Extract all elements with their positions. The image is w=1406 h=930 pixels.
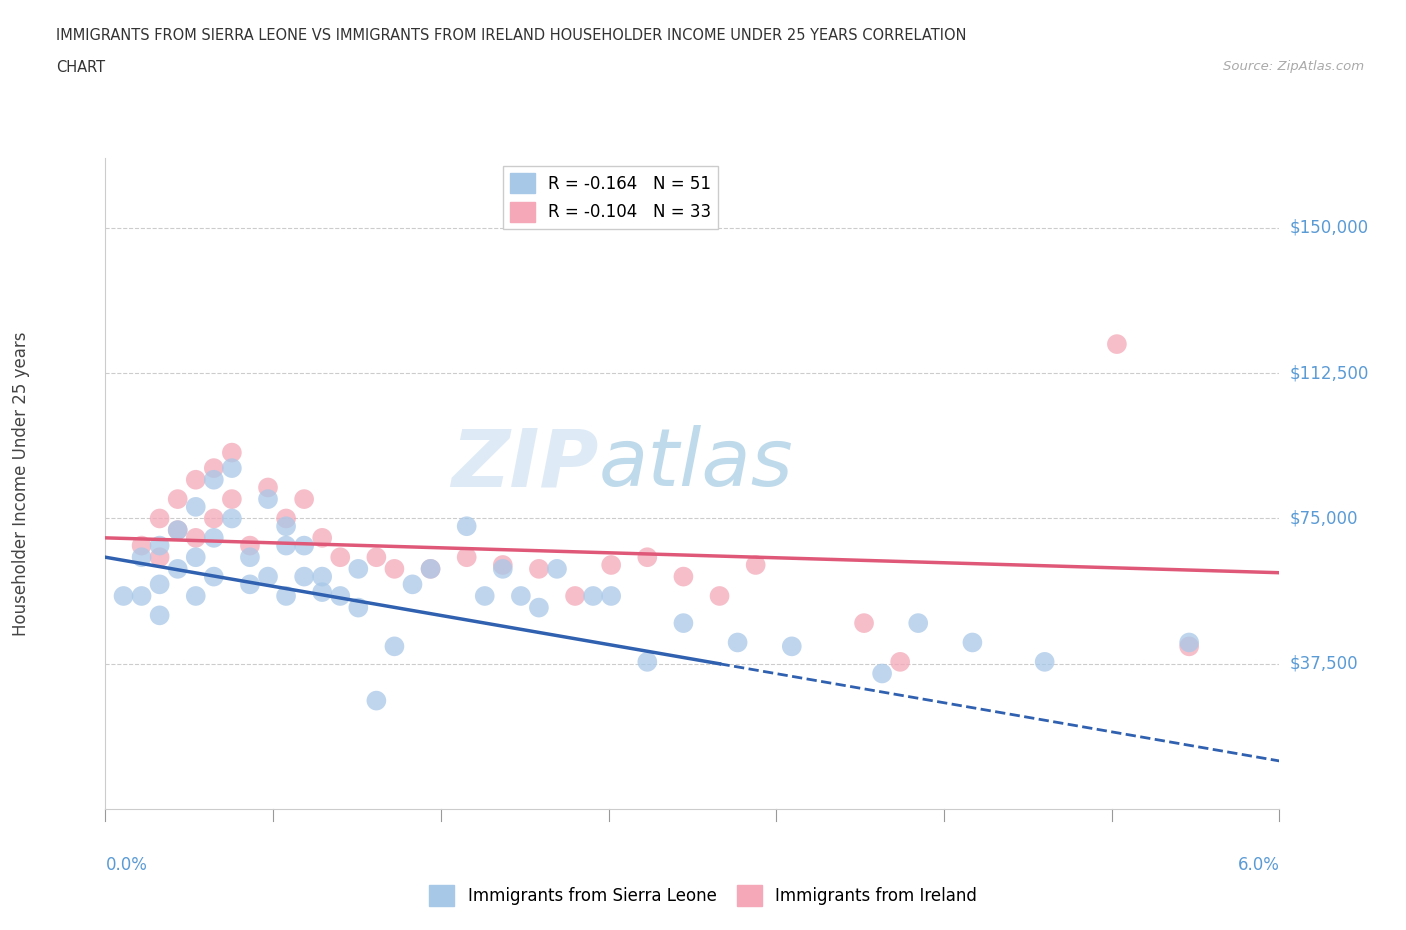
Point — [419, 562, 441, 577]
Point — [366, 693, 388, 708]
Point — [149, 538, 172, 553]
Point — [672, 569, 695, 584]
Point — [166, 523, 188, 538]
Legend: Immigrants from Sierra Leone, Immigrants from Ireland: Immigrants from Sierra Leone, Immigrants… — [423, 879, 983, 912]
Point — [184, 589, 207, 604]
Point — [564, 589, 586, 604]
Point — [221, 492, 243, 507]
Point — [274, 538, 297, 553]
Point — [600, 589, 623, 604]
Point — [780, 639, 803, 654]
Point — [149, 608, 172, 623]
Point — [384, 639, 406, 654]
Text: $112,500: $112,500 — [1289, 365, 1368, 382]
Point — [112, 589, 135, 604]
Point — [257, 480, 280, 495]
Text: CHART: CHART — [56, 60, 105, 75]
Point — [401, 577, 423, 591]
Point — [709, 589, 731, 604]
Point — [870, 666, 893, 681]
Point — [257, 492, 280, 507]
Point — [202, 472, 225, 487]
Text: ZIP: ZIP — [451, 425, 599, 503]
Point — [492, 557, 515, 572]
Point — [131, 589, 153, 604]
Point — [166, 523, 188, 538]
Text: 6.0%: 6.0% — [1237, 856, 1279, 873]
Point — [184, 499, 207, 514]
Point — [492, 562, 515, 577]
Text: $150,000: $150,000 — [1289, 219, 1368, 237]
Legend: R = -0.164   N = 51, R = -0.104   N = 33: R = -0.164 N = 51, R = -0.104 N = 33 — [503, 166, 717, 229]
Point — [149, 577, 172, 591]
Point — [149, 512, 172, 526]
Text: atlas: atlas — [599, 425, 793, 503]
Point — [311, 585, 333, 600]
Point — [221, 445, 243, 460]
Point — [527, 600, 550, 615]
Point — [366, 550, 388, 565]
Point — [184, 530, 207, 545]
Point — [672, 616, 695, 631]
Point — [384, 562, 406, 577]
Point — [456, 550, 478, 565]
Point — [509, 589, 531, 604]
Point — [292, 492, 315, 507]
Point — [962, 635, 984, 650]
Text: 0.0%: 0.0% — [105, 856, 148, 873]
Point — [292, 569, 315, 584]
Point — [274, 512, 297, 526]
Point — [907, 616, 929, 631]
Point — [474, 589, 496, 604]
Point — [600, 557, 623, 572]
Point — [347, 562, 370, 577]
Point — [274, 589, 297, 604]
Point — [202, 569, 225, 584]
Point — [1178, 639, 1201, 654]
Point — [166, 562, 188, 577]
Point — [311, 530, 333, 545]
Point — [221, 512, 243, 526]
Point — [202, 460, 225, 475]
Point — [131, 550, 153, 565]
Text: Householder Income Under 25 years: Householder Income Under 25 years — [13, 331, 30, 636]
Point — [184, 472, 207, 487]
Point — [274, 519, 297, 534]
Point — [311, 569, 333, 584]
Text: Source: ZipAtlas.com: Source: ZipAtlas.com — [1223, 60, 1364, 73]
Point — [329, 589, 352, 604]
Text: IMMIGRANTS FROM SIERRA LEONE VS IMMIGRANTS FROM IRELAND HOUSEHOLDER INCOME UNDER: IMMIGRANTS FROM SIERRA LEONE VS IMMIGRAN… — [56, 28, 967, 43]
Point — [636, 550, 658, 565]
Point — [582, 589, 605, 604]
Point — [636, 655, 658, 670]
Point — [1178, 635, 1201, 650]
Point — [131, 538, 153, 553]
Point — [744, 557, 766, 572]
Text: $37,500: $37,500 — [1289, 655, 1358, 672]
Point — [889, 655, 911, 670]
Text: $75,000: $75,000 — [1289, 510, 1358, 527]
Point — [546, 562, 568, 577]
Point — [347, 600, 370, 615]
Point — [853, 616, 876, 631]
Point — [292, 538, 315, 553]
Point — [166, 492, 188, 507]
Point — [456, 519, 478, 534]
Point — [239, 577, 262, 591]
Point — [1105, 337, 1128, 352]
Point — [239, 550, 262, 565]
Point — [257, 569, 280, 584]
Point — [527, 562, 550, 577]
Point — [1033, 655, 1056, 670]
Point — [239, 538, 262, 553]
Point — [184, 550, 207, 565]
Point — [727, 635, 749, 650]
Point — [329, 550, 352, 565]
Point — [419, 562, 441, 577]
Point — [202, 530, 225, 545]
Point — [221, 460, 243, 475]
Point — [202, 512, 225, 526]
Point — [149, 550, 172, 565]
